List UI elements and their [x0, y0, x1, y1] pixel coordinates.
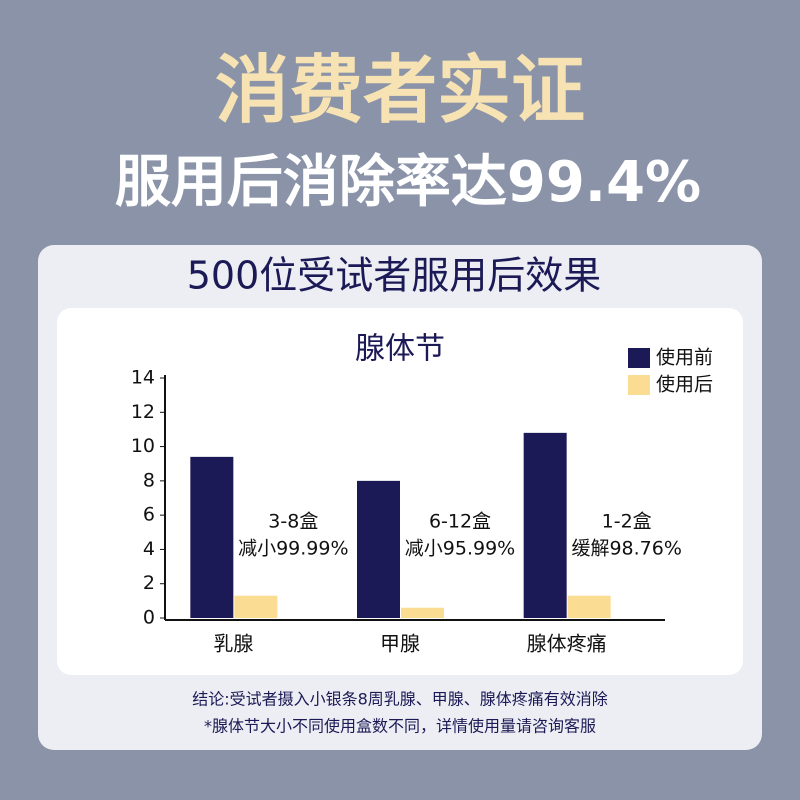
y-tick-label: 10	[131, 435, 155, 457]
legend-swatch	[628, 348, 650, 368]
bar	[523, 432, 567, 618]
panel-title: 500位受试者服用后效果	[187, 254, 602, 298]
y-tick-label: 0	[143, 607, 155, 629]
subtitle: 服用后消除率达99.4%	[115, 150, 701, 215]
bar	[567, 595, 611, 618]
legend-swatch	[628, 375, 650, 395]
footer-line: 结论:受试者摄入小银条8周乳腺、甲腺、腺体疼痛有效消除	[192, 690, 608, 709]
bar	[357, 480, 400, 618]
annotation: 缓解98.76%	[571, 538, 681, 560]
annotation: 1-2盒	[602, 511, 652, 533]
y-tick-label: 6	[143, 504, 155, 526]
y-tick-label: 8	[143, 469, 155, 491]
footer-line: *腺体节大小不同使用盒数不同，详情使用量请咨询客服	[204, 717, 596, 736]
bar	[401, 607, 444, 618]
legend-label: 使用后	[656, 374, 713, 396]
legend-label: 使用前	[656, 347, 713, 369]
bar	[234, 595, 278, 618]
y-tick-label: 12	[131, 401, 155, 423]
chart-title: 腺体节	[355, 332, 445, 367]
y-tick-label: 14	[131, 367, 155, 389]
annotation: 3-8盒	[268, 511, 318, 533]
y-tick-label: 4	[143, 538, 155, 560]
title: 消费者实证	[215, 48, 585, 134]
bar	[190, 456, 234, 618]
annotation: 减小95.99%	[405, 538, 515, 560]
y-tick-label: 2	[143, 572, 155, 594]
x-tick-label: 腺体疼痛	[527, 632, 607, 656]
x-tick-label: 甲腺	[380, 632, 420, 656]
x-tick-label: 乳腺	[213, 632, 253, 656]
annotation: 6-12盒	[429, 511, 491, 533]
annotation: 减小99.99%	[238, 538, 348, 560]
